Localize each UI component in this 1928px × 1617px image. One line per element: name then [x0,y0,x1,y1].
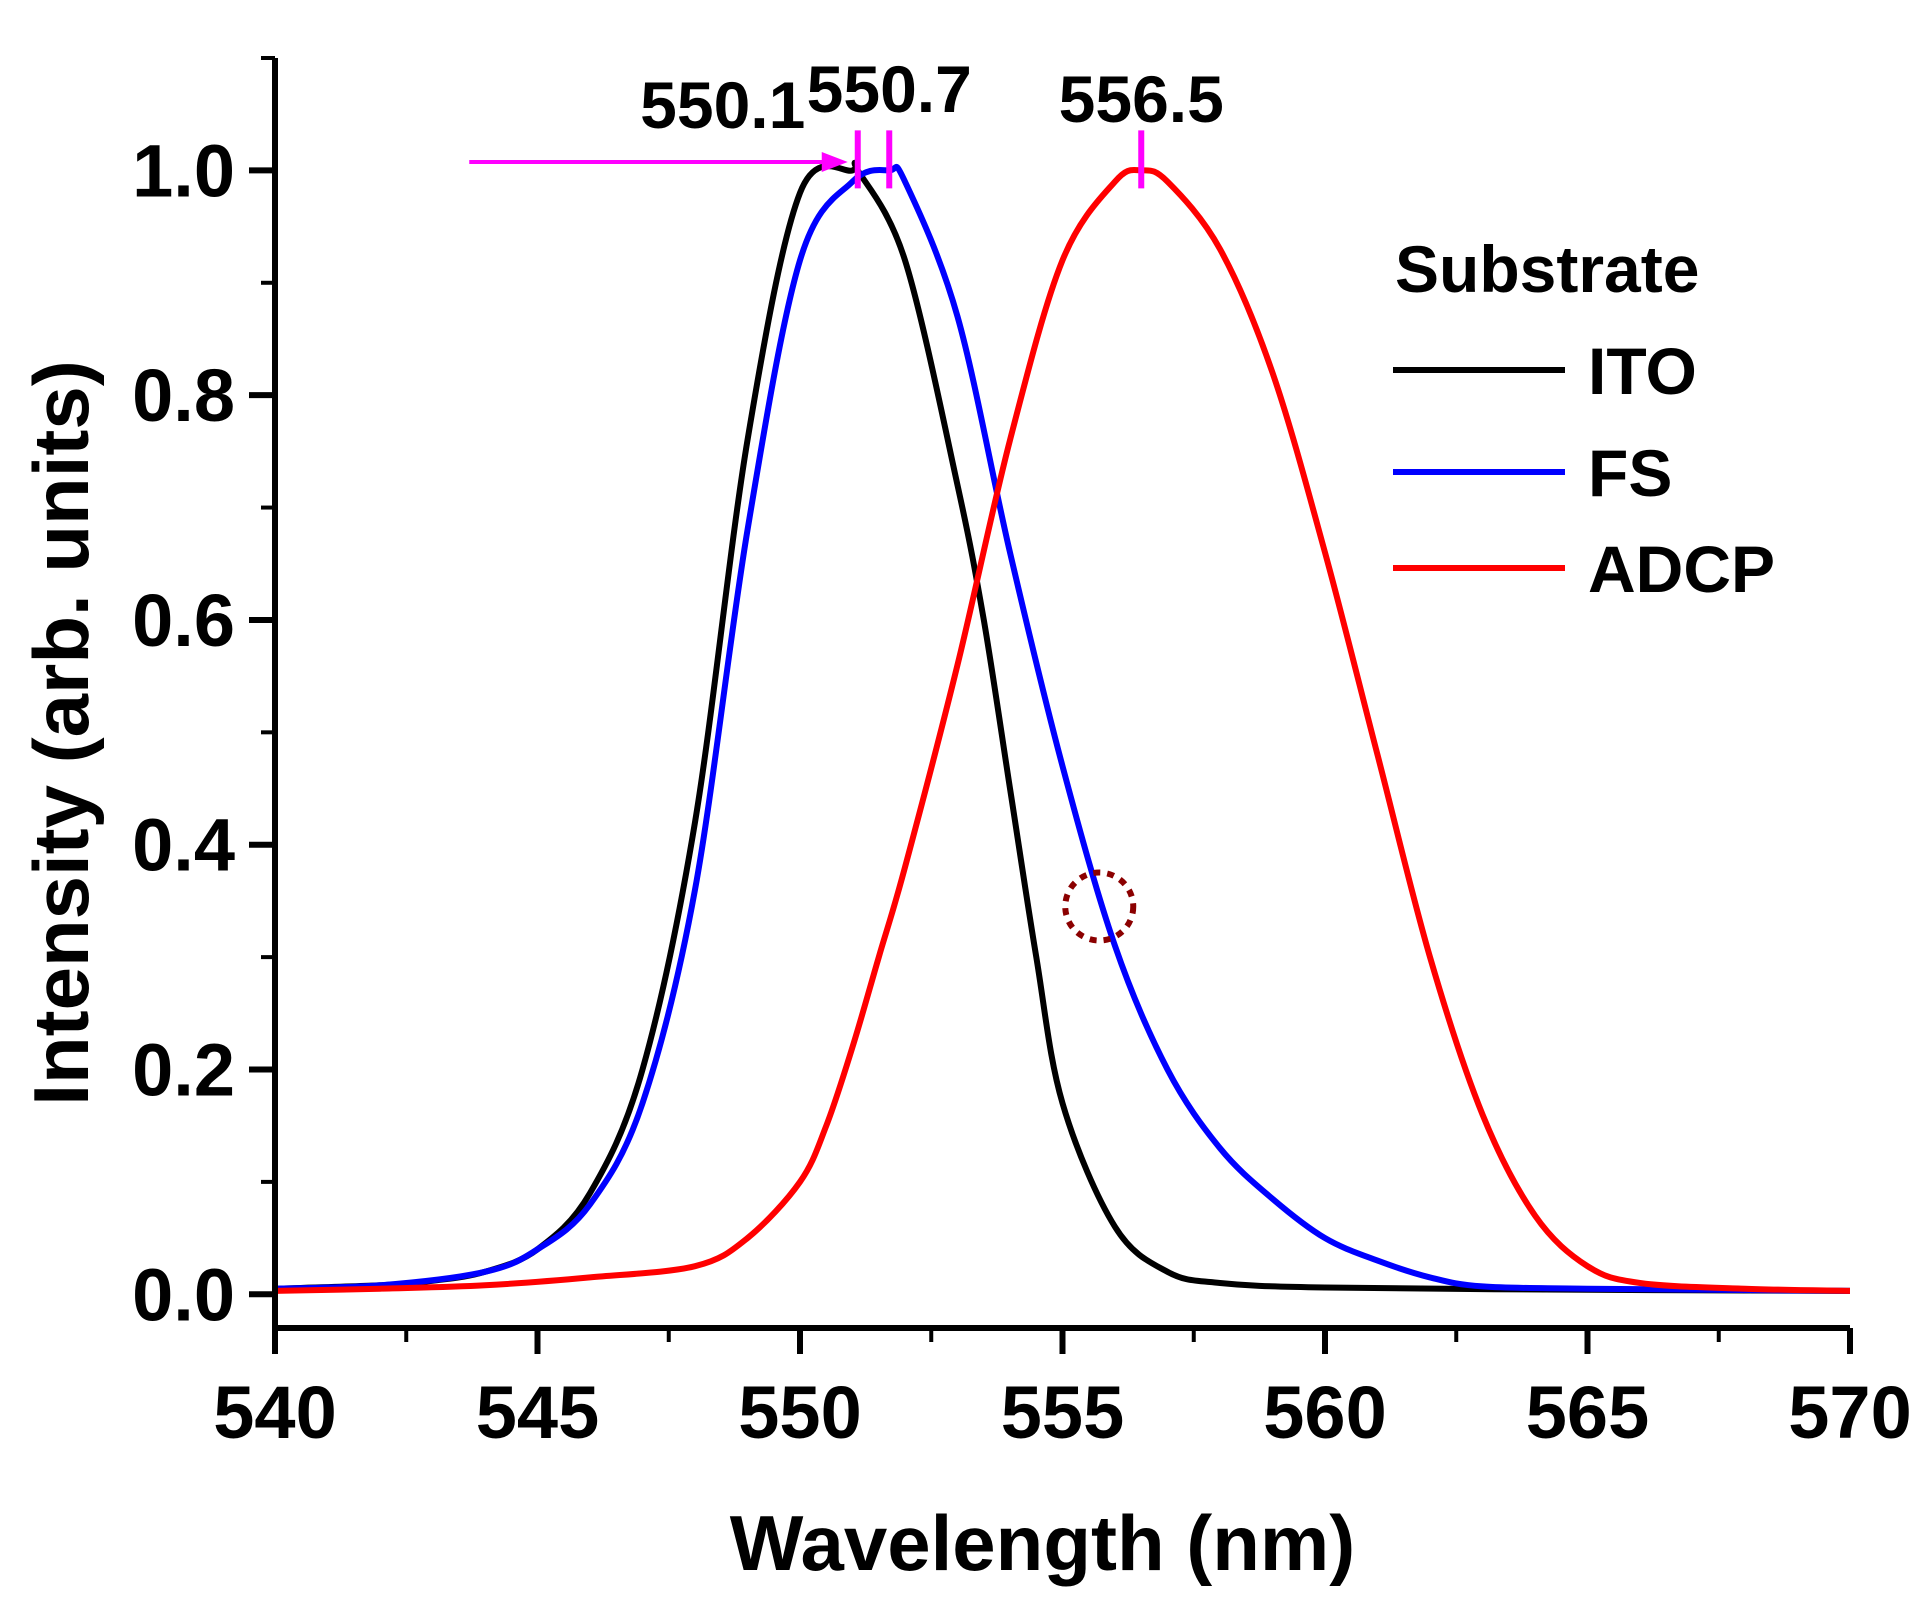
x-tick-label-5: 565 [1526,1371,1649,1454]
x-tick-label-2: 550 [738,1371,861,1454]
y-tick-label-1: 0.2 [132,1029,235,1112]
y-tick-label-4: 0.8 [132,354,235,437]
y-tick-label-0: 0.0 [132,1253,235,1336]
series-line-ito [275,159,1850,1294]
legend-label-ito: ITO [1588,334,1697,408]
legend-label-adcp: ADCP [1588,532,1775,606]
series-line-fs [275,163,1850,1294]
y-tick-label-3: 0.6 [132,579,235,662]
y-axis-title: Intensity (arb. units) [17,360,105,1105]
peak-label-0: 550.1 [640,68,805,142]
x-tick-label-6: 570 [1788,1371,1911,1454]
peak-arrow-head [821,152,848,172]
x-tick-label-0: 540 [213,1371,336,1454]
peak-label-1: 550.7 [807,52,972,126]
x-tick-label-1: 545 [476,1371,599,1454]
legend-title: Substrate [1395,232,1699,306]
series-line-adcp [275,166,1850,1294]
x-tick-label-4: 560 [1263,1371,1386,1454]
y-tick-label-2: 0.4 [132,804,235,887]
dotted-circle-marker [1062,869,1137,944]
y-tick-label-5: 1.0 [132,129,235,212]
legend-label-fs: FS [1588,436,1672,510]
peak-label-2: 556.5 [1059,62,1224,136]
x-tick-label-3: 555 [1001,1371,1124,1454]
x-axis-title: Wavelength (nm) [730,1499,1355,1587]
